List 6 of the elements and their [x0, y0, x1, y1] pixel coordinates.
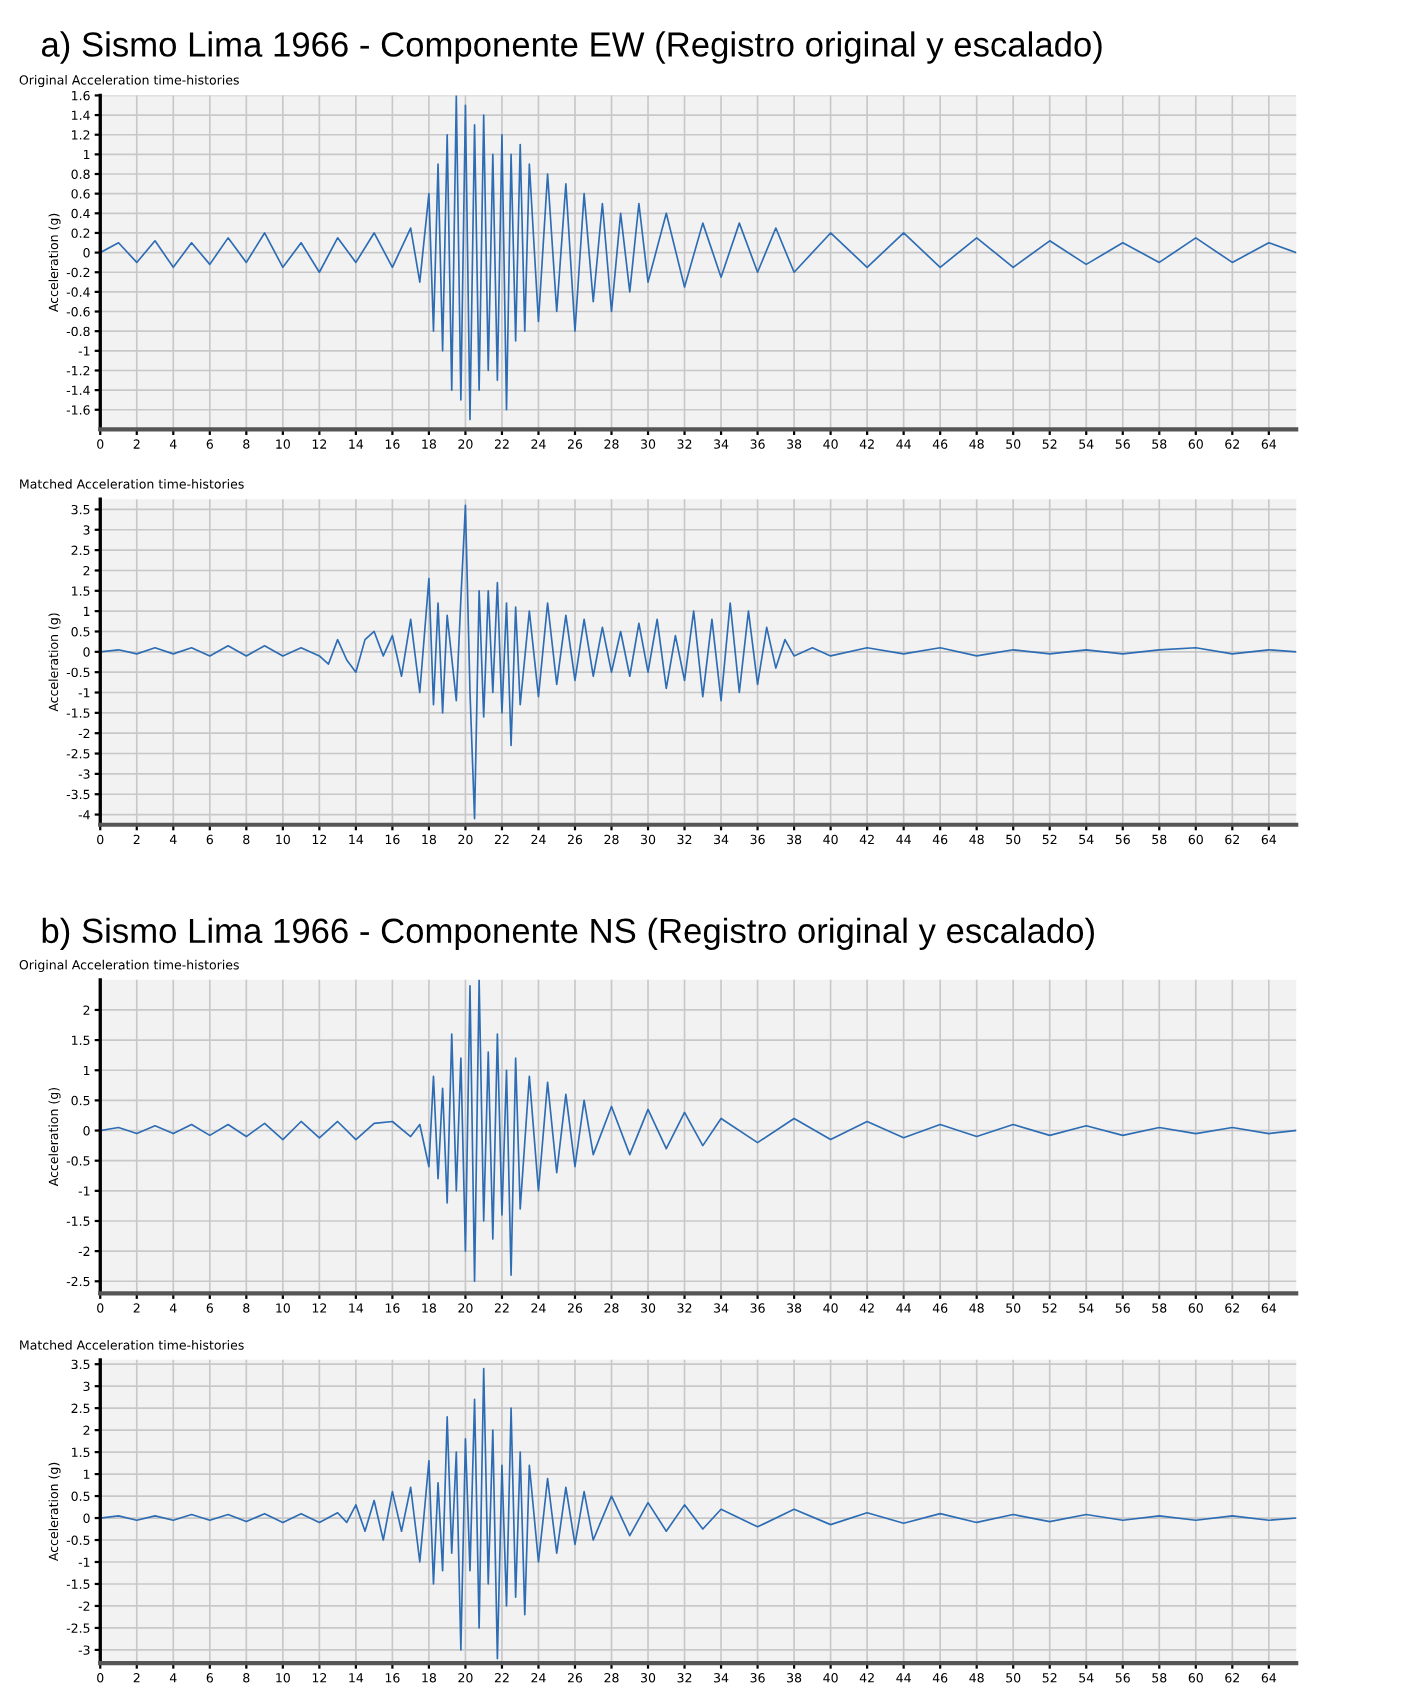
- chart-title: a) Sismo Lima 1966 - Componente EW (Registro original y escalado): [41, 31, 1102, 64]
- line-series: [100, 1367, 1297, 1660]
- line-series: [100, 979, 1297, 1283]
- line-series: [100, 95, 1297, 421]
- chart-title: b) Sismo Lima 1966 - Componente NS (Registro original y escalado): [42, 917, 1094, 951]
- line-series: [100, 504, 1297, 820]
